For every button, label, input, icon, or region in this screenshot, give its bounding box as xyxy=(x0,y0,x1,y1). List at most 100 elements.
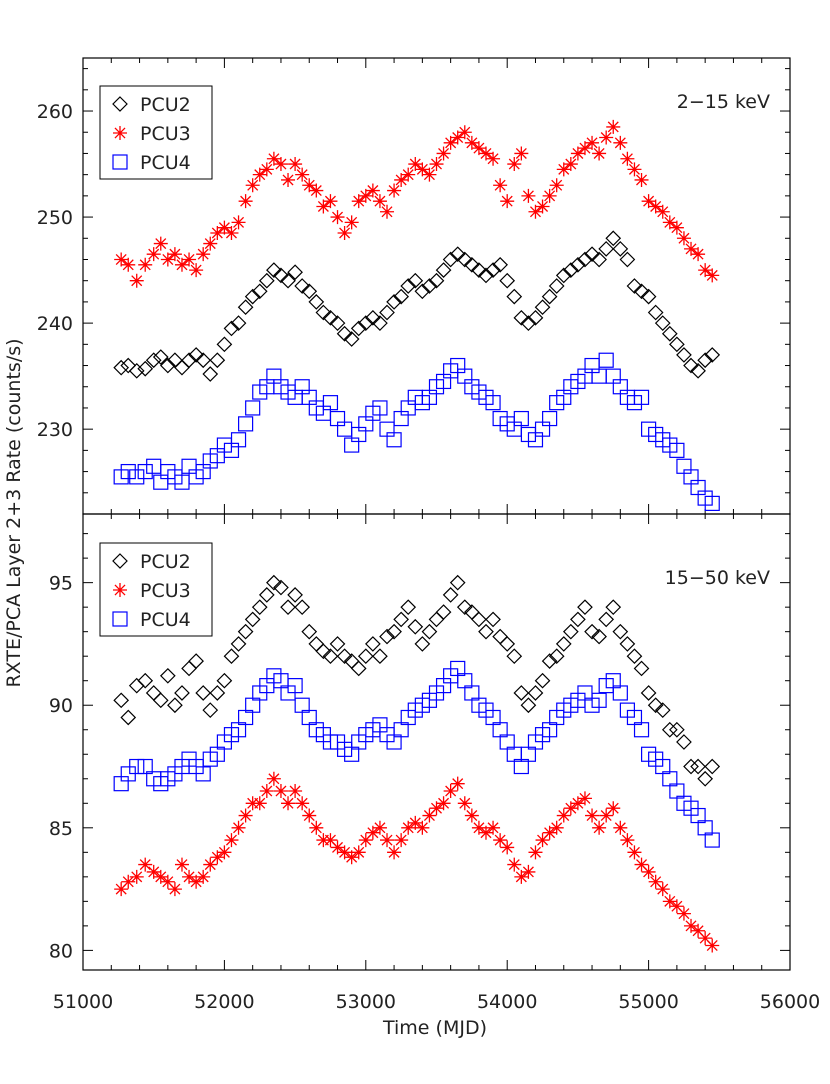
data-point-pcu2 xyxy=(380,306,394,320)
data-point-pcu3 xyxy=(331,210,345,224)
data-point-pcu3 xyxy=(295,168,309,182)
y-tick-label: 85 xyxy=(49,818,73,840)
data-point-pcu2 xyxy=(493,630,507,644)
data-point-pcu2 xyxy=(437,263,451,277)
data-point-pcu3 xyxy=(528,845,542,859)
x-axis-label: Time (MJD) xyxy=(382,1017,487,1039)
data-point-pcu3 xyxy=(500,840,514,854)
data-point-pcu3 xyxy=(288,157,302,171)
legend: PCU2 PCU3 PCU4 xyxy=(100,543,212,636)
data-point-pcu3 xyxy=(422,168,436,182)
data-point-pcu2 xyxy=(239,625,253,639)
data-point-pcu3 xyxy=(500,194,514,208)
data-point-pcu3 xyxy=(642,865,656,879)
shared-y-axis-label: RXTE/PCA Layer 2+3 Rate (counts/s) xyxy=(3,338,25,687)
data-point-pcu3 xyxy=(217,845,231,859)
data-point-pcu3 xyxy=(387,845,401,859)
data-point-pcu2 xyxy=(210,353,224,367)
data-point-pcu2 xyxy=(677,735,691,749)
data-point-pcu2 xyxy=(203,703,217,717)
legend: PCU2 PCU3 PCU4 xyxy=(100,86,212,179)
data-point-pcu2 xyxy=(175,361,189,375)
data-point-pcu3 xyxy=(239,809,253,823)
data-point-pcu3 xyxy=(401,168,415,182)
data-point-pcu2 xyxy=(210,686,224,700)
y-tick-label: 240 xyxy=(37,313,73,335)
data-point-pcu2 xyxy=(521,698,535,712)
data-point-pcu3 xyxy=(281,796,295,810)
data-point-pcu3 xyxy=(323,194,337,208)
data-point-pcu3 xyxy=(451,777,465,791)
x-tick-label: 51000 xyxy=(53,991,113,1013)
data-point-pcu3 xyxy=(458,125,472,139)
data-point-pcu2 xyxy=(599,242,613,256)
data-point-pcu2 xyxy=(138,674,152,688)
data-point-pcu3 xyxy=(430,157,444,171)
data-point-pcu2 xyxy=(175,686,189,700)
y-tick-label: 260 xyxy=(37,101,73,123)
data-point-pcu2 xyxy=(620,637,634,651)
data-point-pcu4 xyxy=(147,459,161,473)
data-point-pcu3 xyxy=(705,938,719,952)
data-point-pcu3 xyxy=(437,796,451,810)
data-point-pcu3 xyxy=(656,205,670,219)
data-point-pcu3 xyxy=(606,801,620,815)
data-point-pcu3 xyxy=(203,237,217,251)
data-point-pcu3 xyxy=(394,833,408,847)
legend-label-pcu3: PCU3 xyxy=(140,123,191,145)
data-point-pcu2 xyxy=(677,348,691,362)
data-point-pcu2 xyxy=(309,637,323,651)
data-point-pcu2 xyxy=(147,686,161,700)
data-point-pcu2 xyxy=(613,242,627,256)
data-point-pcu2 xyxy=(373,649,387,663)
x-tick-label: 52000 xyxy=(194,991,254,1013)
data-point-pcu3 xyxy=(175,858,189,872)
energy-band-label: 15−50 keV xyxy=(665,567,770,589)
data-point-pcu2 xyxy=(239,300,253,314)
data-point-pcu2 xyxy=(536,300,550,314)
data-point-pcu2 xyxy=(114,361,128,375)
data-point-pcu3 xyxy=(486,821,500,835)
legend-label-pcu3: PCU3 xyxy=(140,580,191,602)
data-point-pcu2 xyxy=(486,612,500,626)
data-point-pcu3 xyxy=(182,252,196,266)
data-point-pcu4 xyxy=(130,470,144,484)
series-pcu4 xyxy=(114,661,719,847)
data-point-pcu3 xyxy=(677,907,691,921)
data-point-pcu3 xyxy=(121,258,135,272)
data-point-pcu3 xyxy=(620,152,634,166)
legend-label-pcu4: PCU4 xyxy=(140,152,191,174)
data-point-pcu2 xyxy=(260,274,274,288)
y-tick-label: 80 xyxy=(49,940,73,962)
x-tick-label: 56000 xyxy=(760,991,820,1013)
y-tick-label: 90 xyxy=(49,695,73,717)
data-point-pcu3 xyxy=(486,152,500,166)
data-point-pcu2 xyxy=(401,600,415,614)
data-point-pcu3 xyxy=(691,247,705,261)
series-pcu3 xyxy=(114,772,719,953)
data-point-pcu3 xyxy=(260,162,274,176)
data-point-pcu3 xyxy=(224,833,238,847)
data-point-pcu2 xyxy=(246,612,260,626)
data-point-pcu2 xyxy=(121,710,135,724)
data-point-pcu2 xyxy=(130,679,144,693)
data-point-pcu4 xyxy=(246,401,260,415)
data-point-pcu2 xyxy=(578,600,592,614)
data-point-pcu3 xyxy=(656,882,670,896)
data-point-pcu2 xyxy=(232,637,246,651)
data-point-pcu3 xyxy=(543,189,557,203)
x-tick-label: 53000 xyxy=(336,991,396,1013)
data-point-pcu3 xyxy=(578,791,592,805)
data-point-pcu2 xyxy=(606,600,620,614)
data-point-pcu2 xyxy=(606,231,620,245)
data-point-pcu2 xyxy=(288,588,302,602)
data-point-pcu3 xyxy=(465,809,479,823)
data-point-pcu3 xyxy=(592,821,606,835)
data-point-pcu2 xyxy=(500,637,514,651)
data-point-pcu2 xyxy=(507,290,521,304)
data-point-pcu3 xyxy=(288,784,302,798)
data-point-pcu3 xyxy=(138,258,152,272)
data-point-pcu3 xyxy=(613,136,627,150)
data-point-pcu3 xyxy=(373,194,387,208)
data-point-pcu3 xyxy=(670,221,684,235)
